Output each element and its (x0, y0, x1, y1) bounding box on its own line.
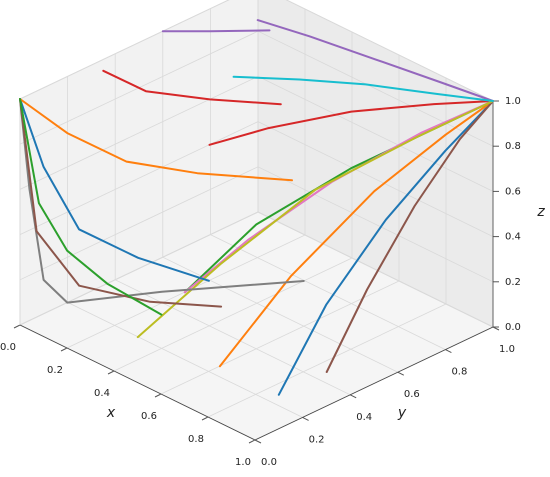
trajectory (19, 98, 210, 282)
axis-line (254, 326, 494, 441)
trajectory (277, 100, 494, 396)
grid-line (257, 30, 494, 147)
trajectory (102, 69, 282, 106)
z-tick-label: 0.6 (505, 186, 521, 197)
grid-line (19, 121, 259, 235)
grid-line (257, 121, 494, 237)
z-tick-label: 1.0 (505, 96, 521, 107)
grid-line (19, 76, 259, 190)
y-tick-label: 0.8 (451, 367, 467, 378)
z-axis-label: z (536, 204, 545, 220)
grid-line (115, 279, 351, 396)
y-tick-label: 0.4 (356, 412, 372, 423)
grid-line (67, 302, 303, 418)
grid-line (113, 257, 353, 372)
trajectory (19, 98, 293, 182)
y-tick-label: 0.6 (404, 389, 420, 400)
trajectory (232, 75, 494, 102)
trajectories (19, 19, 494, 396)
grid-line (19, 0, 230, 100)
trajectory (208, 100, 494, 146)
z-tick-label: 0.2 (505, 277, 521, 288)
z-tick-label: 0.8 (505, 141, 521, 152)
x-tick-label: 0.0 (0, 342, 16, 353)
trajectory (19, 98, 305, 304)
y-tick-mark (302, 416, 309, 421)
x-tick-label: 1.0 (235, 457, 251, 468)
x-tick-label: 0.2 (47, 365, 63, 376)
y-tick-label: 0.2 (309, 434, 325, 445)
trajectory (325, 100, 494, 373)
x-tick-mark (60, 347, 68, 352)
z-tick-label: 0.4 (505, 232, 521, 243)
y-tick-mark (254, 439, 262, 444)
y-tick-mark (445, 349, 452, 354)
y-axis-label: y (397, 405, 407, 421)
grid (13, 0, 500, 444)
grid-line (210, 234, 446, 350)
trajectory (19, 98, 163, 316)
grid-line (257, 76, 494, 192)
y-tick-mark (397, 371, 405, 376)
trajectory (19, 98, 223, 308)
grid-line (285, 0, 494, 102)
x-tick-mark (154, 393, 162, 398)
x-tick-label: 0.8 (188, 434, 204, 445)
y-tick-label: 0.0 (261, 457, 277, 468)
grid-line (207, 303, 447, 418)
x-axis-label: x (106, 405, 116, 421)
x-tick-mark (107, 370, 115, 375)
z-tick-label: 0.0 (505, 322, 521, 333)
y-tick-mark (349, 394, 357, 399)
x-tick-label: 0.6 (141, 411, 157, 422)
trajectory (218, 100, 494, 368)
grid-line (19, 211, 259, 326)
grid-line (257, 211, 494, 328)
grid-line (257, 166, 494, 283)
trajectory (256, 19, 494, 102)
trajectory (161, 29, 271, 33)
axis-line (19, 324, 256, 441)
x-tick-mark (248, 439, 256, 444)
x-tick-label: 0.4 (94, 388, 110, 399)
grid-line (160, 280, 400, 395)
labels: x y z 0.0 0.2 0.4 0.6 0.8 1.0 0.0 0.2 0.4 0.6 0.8 1… (0, 96, 545, 468)
x-tick-mark (201, 416, 209, 421)
y-tick-label: 1.0 (499, 344, 515, 355)
x-tick-mark (13, 324, 21, 329)
